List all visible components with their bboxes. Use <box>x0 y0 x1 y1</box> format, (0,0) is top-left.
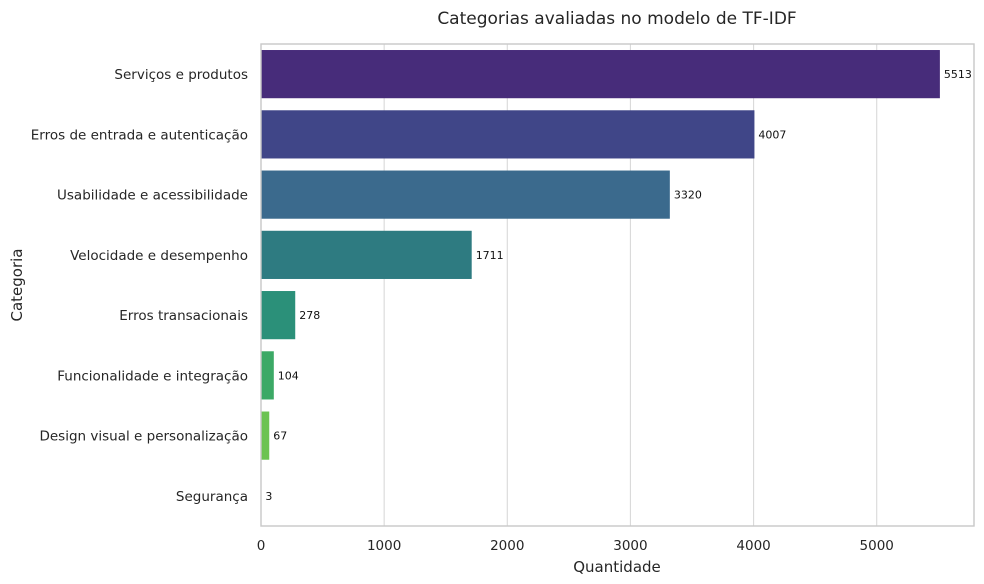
bar-value-label: 1711 <box>476 249 504 262</box>
bar <box>261 411 270 460</box>
y-tick-label: Funcionalidade e integração <box>57 368 248 384</box>
y-tick-label: Erros de entrada e autenticação <box>31 127 248 143</box>
x-tick-label: 2000 <box>490 538 524 554</box>
y-tick-label: Design visual e personalização <box>39 429 248 445</box>
x-tick-label: 5000 <box>860 538 894 554</box>
y-tick-label: Segurança <box>176 489 248 505</box>
labels: 0 1000 2000 3000 4000 5000 Serviços e produtos… <box>31 67 972 554</box>
x-tick-label: 1000 <box>367 538 401 554</box>
bar-value-label: 3320 <box>674 189 702 202</box>
x-tick-label: 3000 <box>613 538 647 554</box>
x-tick-label: 0 <box>257 538 266 554</box>
bar <box>261 170 670 219</box>
y-tick-label: Velocidade e desempenho <box>70 248 248 264</box>
bar-value-label: 3 <box>265 490 272 503</box>
bar <box>261 230 472 279</box>
bar <box>261 291 296 340</box>
bar-value-label: 278 <box>299 309 320 322</box>
bars <box>261 50 940 520</box>
x-tick-label: 4000 <box>736 538 770 554</box>
plot-frame <box>260 43 975 527</box>
y-axis-label: Categoria <box>8 248 26 321</box>
x-axis-label: Quantidade <box>573 558 661 576</box>
bar <box>261 110 755 159</box>
y-tick-label: Usabilidade e acessibilidade <box>57 188 248 204</box>
bar-value-label: 5513 <box>944 68 972 81</box>
y-tick-label: Serviços e produtos <box>114 67 248 83</box>
bar-value-label: 67 <box>273 430 287 443</box>
chart-title: Categorias avaliadas no modelo de TF-IDF <box>437 9 796 29</box>
bar <box>261 50 940 99</box>
y-tick-label: Erros transacionais <box>119 308 248 324</box>
bar-value-label: 4007 <box>758 128 786 141</box>
bar-value-label: 104 <box>278 369 299 382</box>
bar <box>261 351 274 400</box>
